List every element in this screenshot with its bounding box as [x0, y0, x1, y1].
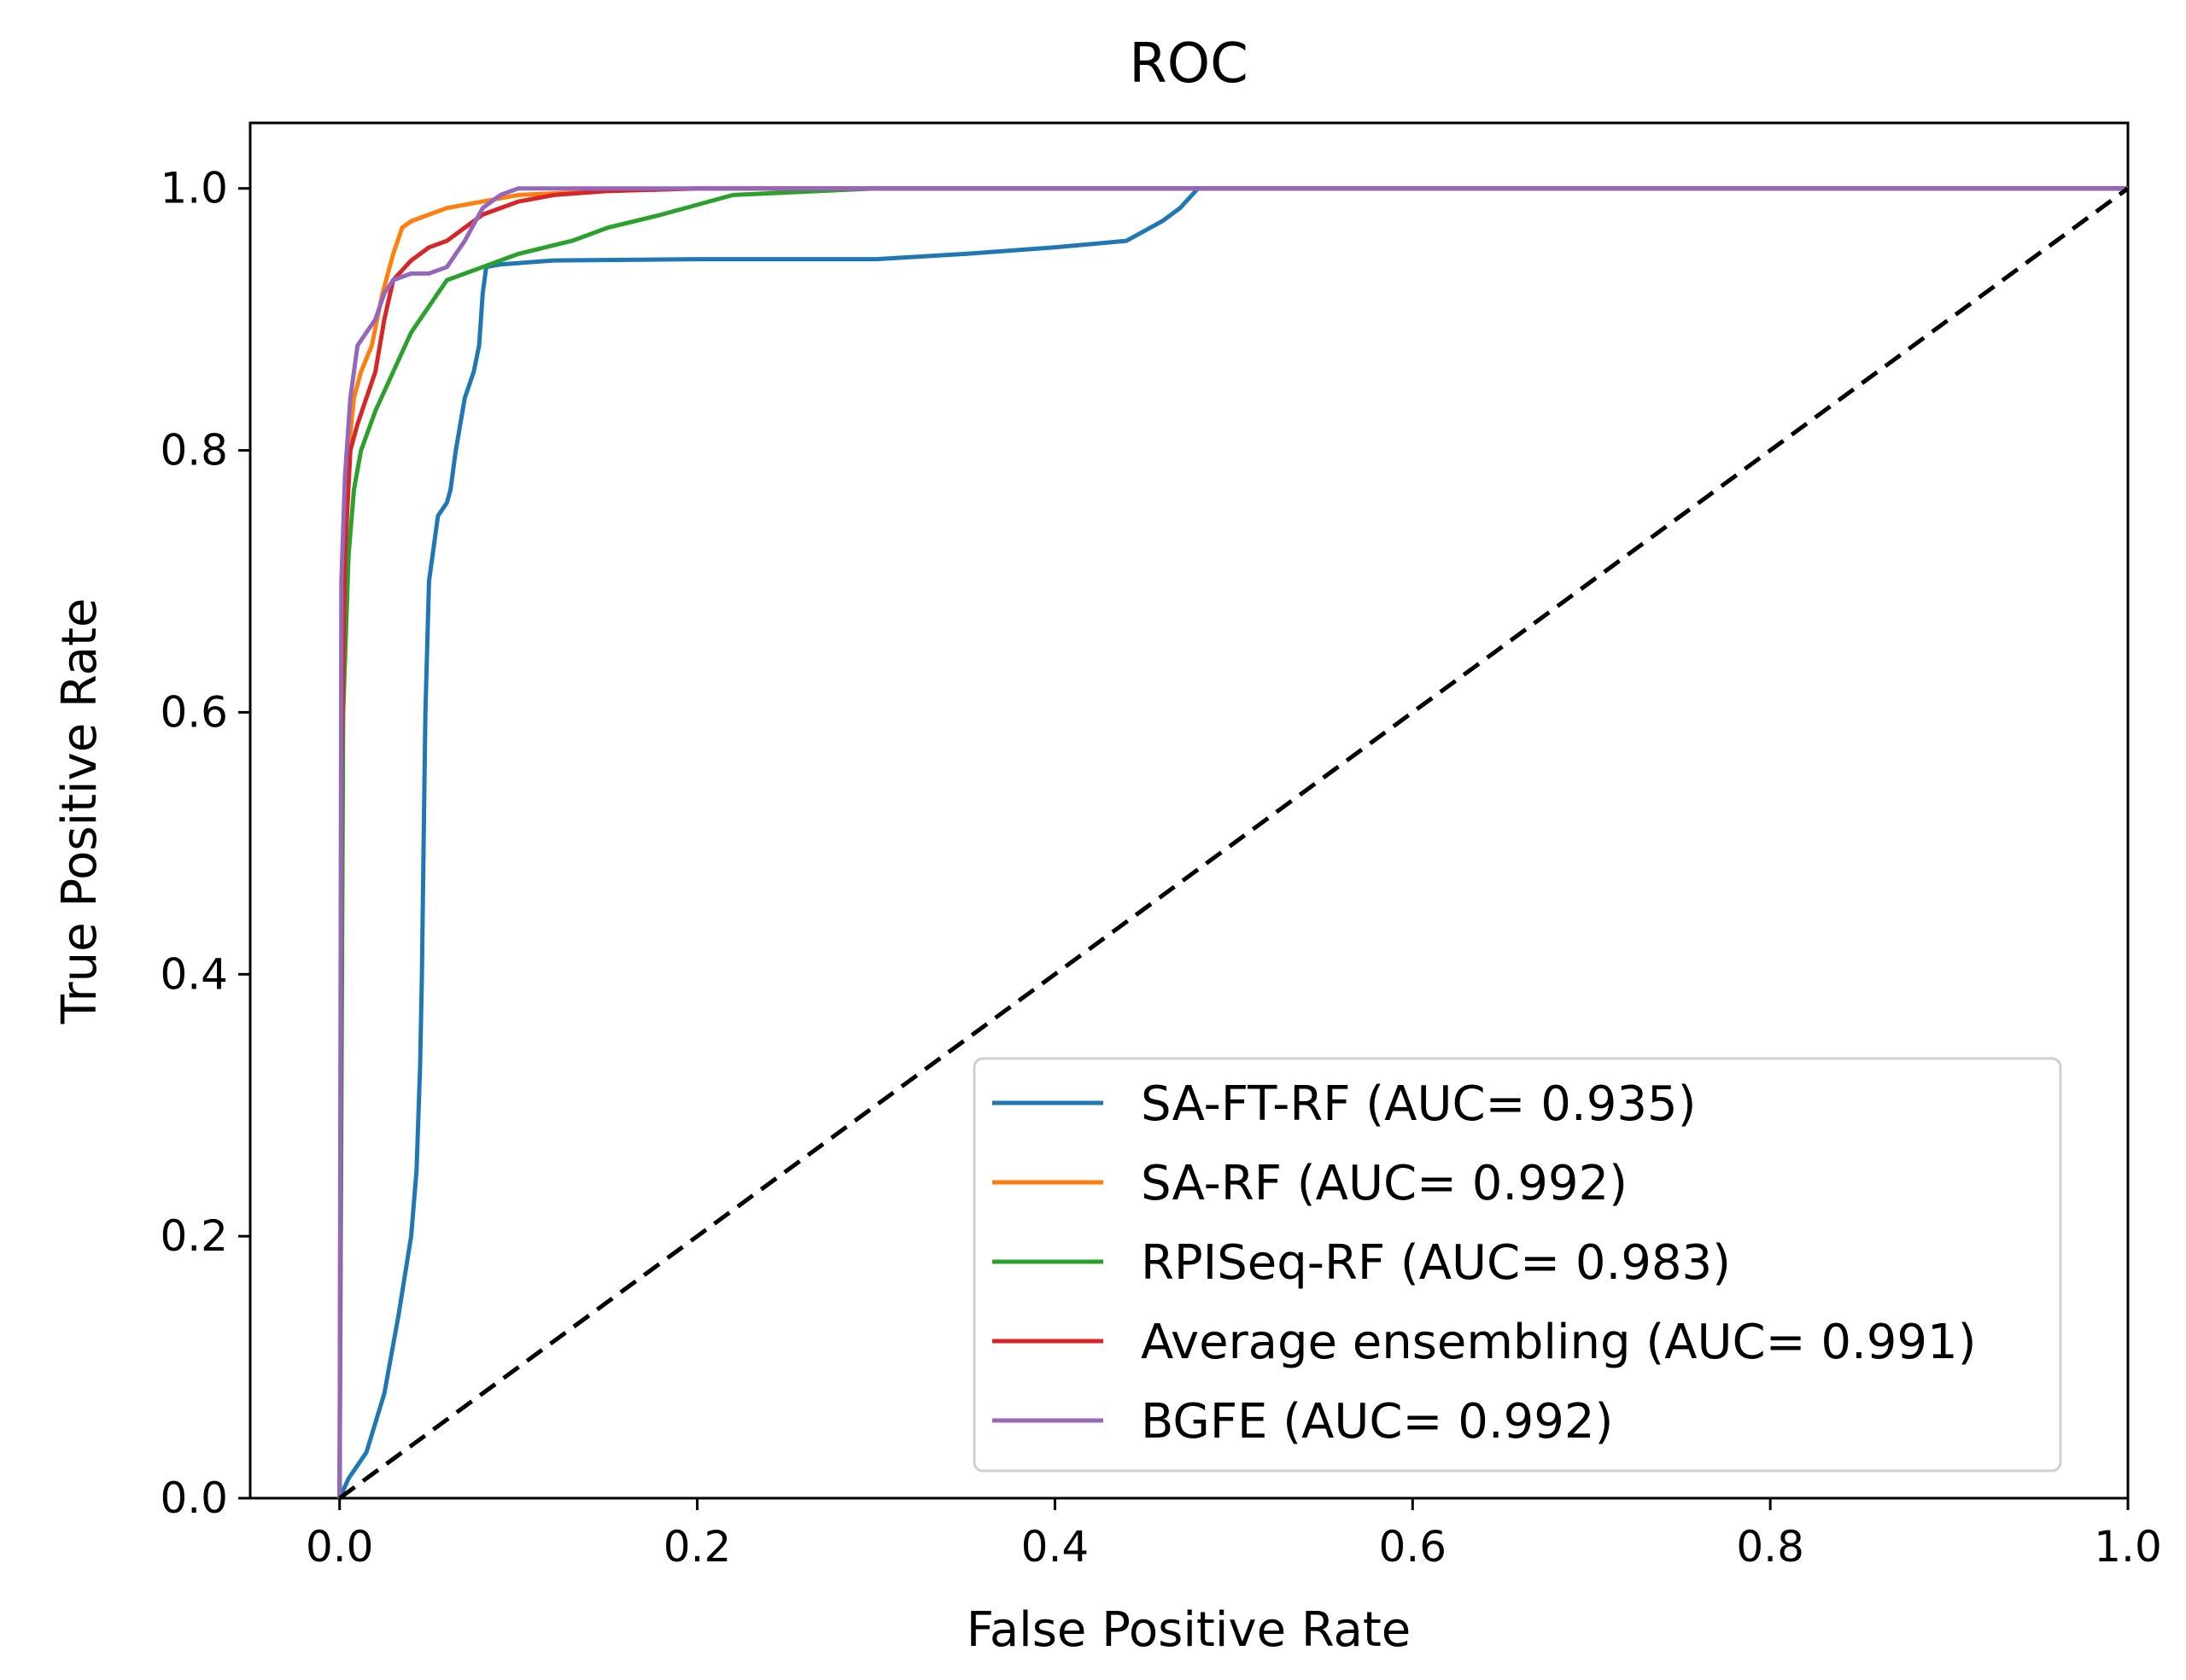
x-axis-ticks: 0.0 0.2 0.4 0.6 0.8 1.0 — [306, 1498, 2162, 1572]
y-axis-ticks: 0.0 0.2 0.4 0.6 0.8 1.0 — [160, 164, 250, 1523]
x-tick-label: 0.6 — [1379, 1522, 1447, 1572]
series-line-3 — [337, 186, 2128, 1499]
y-tick-label: 0.4 — [160, 949, 228, 999]
series-line-4 — [337, 186, 2128, 1499]
legend-label: SA-RF (AUC= 0.992) — [1141, 1156, 1628, 1211]
x-tick-label: 1.0 — [2094, 1522, 2162, 1572]
x-axis-label: False Positive Rate — [967, 1602, 1411, 1658]
y-tick-label: 1.0 — [160, 164, 228, 213]
series-layer — [337, 186, 2130, 1501]
legend: SA-FT-RF (AUC= 0.935) SA-RF (AUC= 0.992) R… — [973, 1057, 2062, 1473]
series-line-2 — [337, 186, 2128, 1499]
series-line-1 — [337, 186, 2128, 1499]
legend-entries: SA-FT-RF (AUC= 0.935) SA-RF (AUC= 0.992) R… — [992, 1076, 1977, 1450]
x-tick-label: 0.4 — [1021, 1522, 1090, 1572]
legend-label: BGFE (AUC= 0.992) — [1141, 1394, 1613, 1450]
legend-label: RPISeq-RF (AUC= 0.983) — [1141, 1235, 1731, 1291]
y-tick-label: 0.6 — [160, 687, 228, 737]
series-line-0 — [337, 186, 2128, 1500]
x-tick-label: 0.0 — [306, 1522, 374, 1572]
x-tick-label: 0.8 — [1736, 1522, 1804, 1572]
legend-label: Average ensembling (AUC= 0.991) — [1141, 1315, 1977, 1370]
legend-label: SA-FT-RF (AUC= 0.935) — [1141, 1076, 1696, 1132]
y-tick-label: 0.8 — [160, 426, 228, 475]
x-tick-label: 0.2 — [663, 1522, 732, 1572]
y-tick-label: 0.0 — [160, 1473, 228, 1523]
y-tick-label: 0.2 — [160, 1211, 228, 1261]
chance-diagonal-line — [338, 186, 2130, 1501]
chart-title: ROC — [1129, 32, 1248, 96]
y-axis-label: True Positive Rate — [52, 598, 108, 1025]
legend-box — [973, 1057, 2062, 1473]
